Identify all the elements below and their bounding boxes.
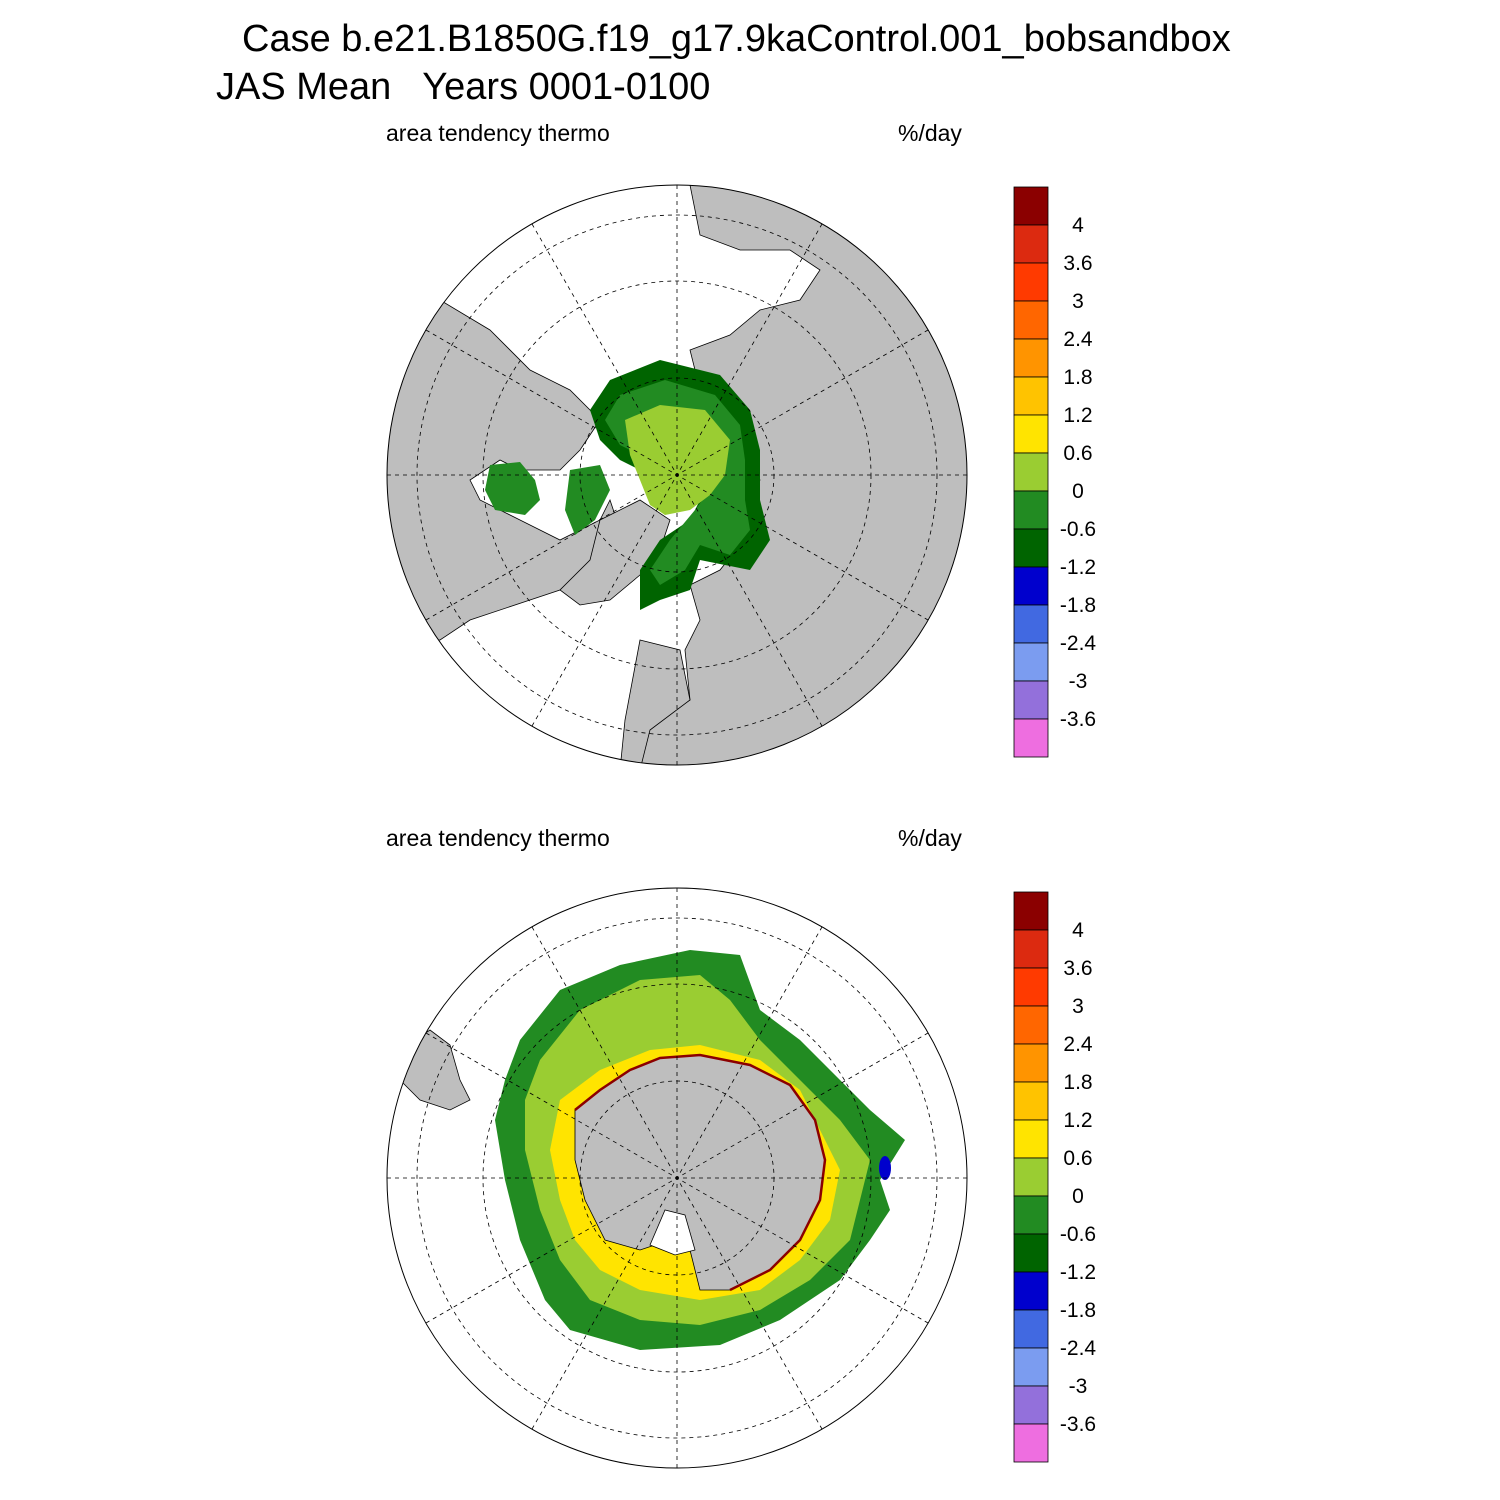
north-colorbar-swatch	[1013, 224, 1049, 264]
south-colorbar-tick-label: 2.4	[1063, 1033, 1093, 1056]
north-colorbar-swatch	[1013, 566, 1049, 606]
south-colorbar-tick-label: 1.2	[1063, 1109, 1092, 1132]
north-colorbar-swatch	[1013, 338, 1049, 378]
north-colorbar-swatch	[1013, 604, 1049, 644]
south-panel-variable-label: area tendency thermo	[386, 825, 610, 851]
south-ross-ice-shelf	[649, 1209, 696, 1256]
south-colorbar-swatch	[1013, 967, 1049, 1007]
figure-title: Case b.e21.B1850G.f19_g17.9kaControl.001…	[242, 18, 1231, 60]
north-colorbar-tick-label: 1.2	[1063, 404, 1092, 427]
south-colorbar-swatch	[1013, 891, 1049, 931]
north-colorbar-tick-label: -1.8	[1060, 594, 1096, 617]
north-panel-variable-label: area tendency thermo	[386, 120, 610, 146]
south-colorbar-tick-label: 4	[1072, 919, 1084, 942]
south-land-south-america	[399, 1029, 471, 1111]
north-colorbar-swatch	[1013, 490, 1049, 530]
north-colorbar-tick-label: -0.6	[1060, 518, 1096, 541]
south-colorbar-tick-label: -2.4	[1060, 1337, 1097, 1360]
south-panel-units-label: %/day	[898, 825, 962, 851]
south-colorbar-swatch	[1013, 1309, 1049, 1349]
north-colorbar-swatch	[1013, 186, 1049, 226]
south-polar-map	[386, 887, 968, 1469]
south-colorbar-tick-label: 3.6	[1063, 957, 1092, 980]
north-colorbar: 4 3.6 3 2.4 1.8 1.2 0.6 0 -0.6 -1.2 -1.8 -2.4 -3 -3.6	[1013, 186, 1097, 758]
north-graticule	[387, 185, 967, 765]
north-colorbar-tick-label: 0	[1072, 480, 1084, 503]
north-colorbar-tick-label: 0.6	[1063, 442, 1092, 465]
south-colorbar-tick-label: -3	[1069, 1375, 1088, 1398]
south-colorbar-swatch	[1013, 1005, 1049, 1045]
north-colorbar-tick-label: -2.4	[1060, 632, 1097, 655]
north-land-europe	[619, 639, 691, 765]
north-land-greenland	[559, 499, 671, 606]
north-colorbar-tick-label: -3	[1069, 670, 1088, 693]
north-colorbar-tick-label: 3.6	[1063, 252, 1092, 275]
south-colorbar-tick-label: -1.8	[1060, 1299, 1096, 1322]
north-colorbar-swatch	[1013, 642, 1049, 682]
south-colorbar-tick-label: 0	[1072, 1185, 1084, 1208]
south-colorbar-tick-label: -3.6	[1060, 1413, 1096, 1436]
south-colorbar-swatch	[1013, 1271, 1049, 1311]
figure-subtitle: JAS Mean Years 0001-0100	[216, 66, 711, 108]
south-colorbar-tick-label: 1.8	[1063, 1071, 1092, 1094]
north-colorbar-swatch	[1013, 376, 1049, 416]
north-colorbar-swatch	[1013, 452, 1049, 492]
north-colorbar-tick-label: 3	[1072, 290, 1084, 313]
north-sea-ice-core	[625, 405, 730, 515]
north-colorbar-swatch	[1013, 414, 1049, 454]
north-colorbar-tick-label: -3.6	[1060, 708, 1096, 731]
north-sea-ice-baffin	[565, 465, 610, 535]
south-colorbar-swatch	[1013, 929, 1049, 969]
south-colorbar-tick-label: -0.6	[1060, 1223, 1096, 1246]
north-colorbar-tick-label: 4	[1072, 214, 1084, 237]
north-colorbar-tick-label: 2.4	[1063, 328, 1093, 351]
north-colorbar-swatch	[1013, 718, 1049, 758]
south-colorbar-swatch	[1013, 1081, 1049, 1121]
south-colorbar-tick-label: 0.6	[1063, 1147, 1092, 1170]
south-colorbar-swatch	[1013, 1347, 1049, 1387]
north-colorbar-swatch	[1013, 300, 1049, 340]
south-colorbar-swatch	[1013, 1385, 1049, 1425]
north-colorbar-tick-label: -1.2	[1060, 556, 1096, 579]
north-colorbar-tick-label: 1.8	[1063, 366, 1092, 389]
north-polar-map	[386, 184, 968, 766]
south-colorbar: 4 3.6 3 2.4 1.8 1.2 0.6 0 -0.6 -1.2 -1.8 -2.4 -3 -3.6	[1013, 891, 1097, 1463]
south-colorbar-swatch	[1013, 1423, 1049, 1463]
south-graticule	[387, 888, 967, 1468]
north-map-border	[386, 184, 968, 766]
south-colorbar-swatch	[1013, 1157, 1049, 1197]
north-colorbar-swatch	[1013, 680, 1049, 720]
north-colorbar-swatch	[1013, 528, 1049, 568]
south-negative-patch	[879, 1156, 891, 1180]
south-colorbar-tick-label: -1.2	[1060, 1261, 1096, 1284]
south-colorbar-swatch	[1013, 1119, 1049, 1159]
south-colorbar-swatch	[1013, 1233, 1049, 1273]
south-coastal-rim	[574, 1053, 827, 1292]
north-colorbar-swatch	[1013, 262, 1049, 302]
south-colorbar-swatch	[1013, 1195, 1049, 1235]
south-map-border	[386, 887, 968, 1469]
south-colorbar-swatch	[1013, 1043, 1049, 1083]
north-panel-units-label: %/day	[898, 120, 962, 146]
south-colorbar-tick-label: 3	[1072, 995, 1084, 1018]
